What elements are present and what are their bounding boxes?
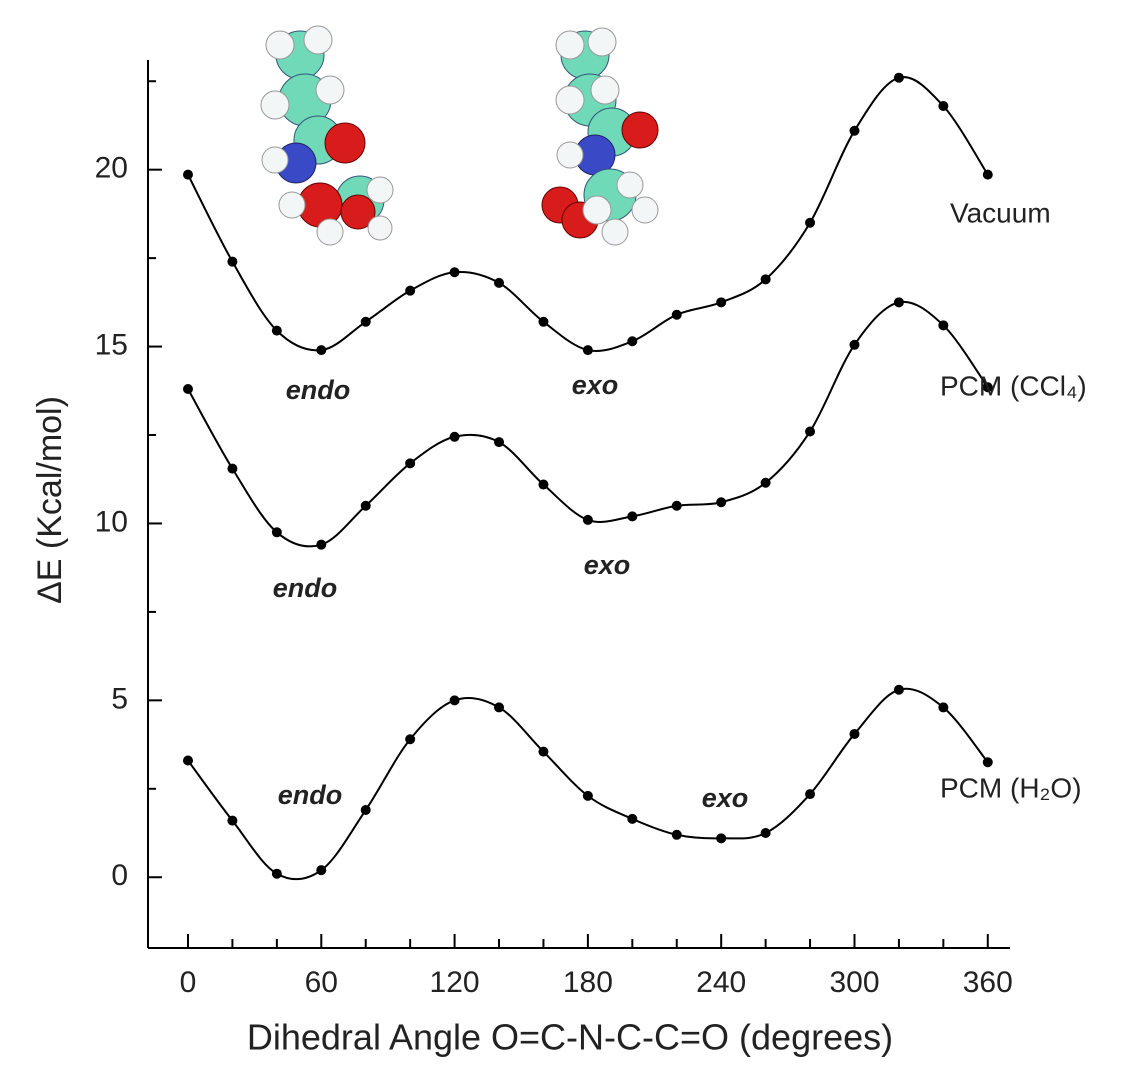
- data-point: [716, 833, 726, 843]
- y-tick-label: 10: [95, 505, 128, 538]
- series-label: PCM (H₂O): [940, 772, 1082, 803]
- chart: Dihedral Angle O=C-N-C-C=O (degrees) ΔE …: [0, 0, 1142, 1071]
- data-point: [627, 814, 637, 824]
- data-point: [716, 497, 726, 507]
- data-point: [805, 218, 815, 228]
- data-point: [450, 432, 460, 442]
- data-point: [316, 345, 326, 355]
- data-point: [627, 511, 637, 521]
- data-point: [761, 828, 771, 838]
- data-point: [538, 747, 548, 757]
- series-label: PCM (CCl₄): [940, 370, 1087, 401]
- y-tick-label: 20: [95, 152, 128, 185]
- data-point: [272, 869, 282, 879]
- annotation: exo: [584, 550, 631, 580]
- data-point: [583, 515, 593, 525]
- data-point: [361, 805, 371, 815]
- data-point: [761, 478, 771, 488]
- data-point: [405, 458, 415, 468]
- data-point: [805, 426, 815, 436]
- data-point: [272, 527, 282, 537]
- data-point: [672, 310, 682, 320]
- data-point: [272, 326, 282, 336]
- data-point: [716, 297, 726, 307]
- data-point: [894, 685, 904, 695]
- molecule-endo: [261, 26, 393, 245]
- data-point: [227, 816, 237, 826]
- data-point: [761, 274, 771, 284]
- data-point: [227, 464, 237, 474]
- data-point: [494, 437, 504, 447]
- data-point: [494, 278, 504, 288]
- data-point: [938, 320, 948, 330]
- data-point: [450, 267, 460, 277]
- x-tick-label: 240: [696, 966, 746, 999]
- x-tick-label: 360: [963, 966, 1013, 999]
- series-line: [188, 302, 988, 547]
- data-point: [849, 126, 859, 136]
- series-label: Vacuum: [950, 197, 1051, 228]
- data-point: [983, 757, 993, 767]
- data-point: [450, 695, 460, 705]
- data-point: [538, 480, 548, 490]
- data-point: [361, 501, 371, 511]
- data-point: [405, 286, 415, 296]
- data-point: [361, 317, 371, 327]
- data-point: [849, 729, 859, 739]
- data-point: [983, 170, 993, 180]
- x-tick-label: 180: [563, 966, 613, 999]
- data-point: [183, 384, 193, 394]
- data-point: [227, 257, 237, 267]
- data-point: [894, 73, 904, 83]
- annotation: endo: [278, 780, 343, 810]
- molecule-exo: [542, 28, 658, 245]
- y-tick-label: 5: [111, 682, 128, 715]
- data-point: [672, 830, 682, 840]
- data-point: [627, 336, 637, 346]
- annotation: exo: [572, 370, 619, 400]
- data-point: [316, 865, 326, 875]
- data-point: [183, 755, 193, 765]
- y-tick-label: 0: [111, 859, 128, 892]
- data-point: [938, 702, 948, 712]
- data-point: [583, 345, 593, 355]
- data-point: [538, 317, 548, 327]
- data-point: [183, 170, 193, 180]
- data-point: [405, 734, 415, 744]
- y-axis-label: ΔE (Kcal/mol): [31, 396, 69, 604]
- x-tick-label: 120: [430, 966, 480, 999]
- data-point: [316, 540, 326, 550]
- x-tick-label: 60: [305, 966, 338, 999]
- x-tick-label: 0: [180, 966, 197, 999]
- data-point: [583, 791, 593, 801]
- data-point: [805, 789, 815, 799]
- annotation: endo: [273, 573, 338, 603]
- y-tick-label: 15: [95, 328, 128, 361]
- annotation: endo: [286, 375, 351, 405]
- data-point: [894, 297, 904, 307]
- data-point: [849, 340, 859, 350]
- data-point: [672, 501, 682, 511]
- annotation: exo: [702, 783, 749, 813]
- x-tick-label: 300: [829, 966, 879, 999]
- data-point: [938, 101, 948, 111]
- x-axis-label: Dihedral Angle O=C-N-C-C=O (degrees): [247, 1017, 893, 1058]
- data-point: [494, 702, 504, 712]
